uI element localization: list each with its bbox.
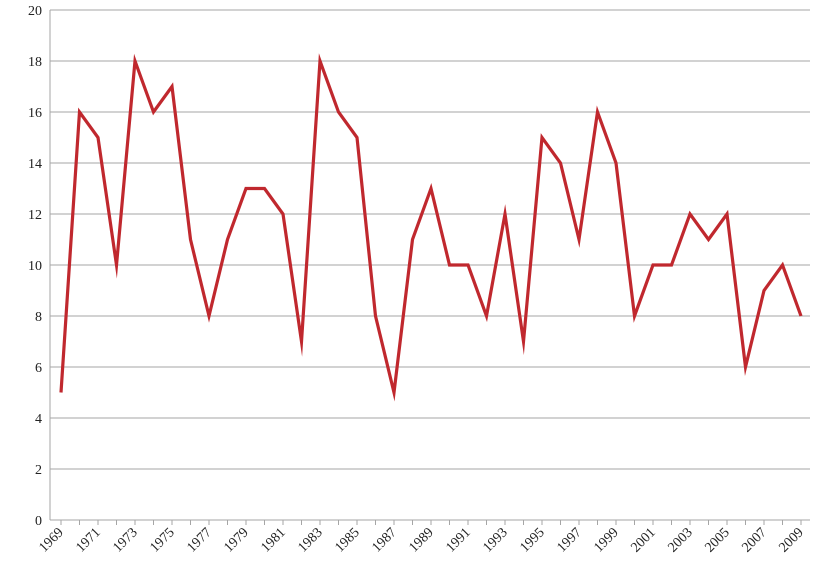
x-tick-label: 2009 xyxy=(776,525,806,555)
x-tick-label: 1973 xyxy=(110,525,140,555)
x-tick-label: 1977 xyxy=(184,525,214,555)
y-tick-label: 2 xyxy=(35,463,42,478)
y-tick-label: 18 xyxy=(28,55,42,70)
x-tick-label: 1991 xyxy=(443,525,473,555)
x-tick-label: 1987 xyxy=(369,525,399,555)
x-tick-label: 2005 xyxy=(702,525,732,555)
x-tick-label: 2007 xyxy=(739,525,769,555)
x-tick-label: 1979 xyxy=(221,525,251,555)
x-tick-label: 1985 xyxy=(332,525,362,555)
y-tick-label: 16 xyxy=(28,106,42,121)
y-tick-label: 6 xyxy=(35,361,42,376)
x-tick-label: 1997 xyxy=(554,525,584,555)
x-tick-label: 1983 xyxy=(295,525,325,555)
y-tick-label: 14 xyxy=(28,157,42,172)
y-tick-label: 20 xyxy=(28,4,42,19)
x-tick-label: 2001 xyxy=(628,525,658,555)
x-tick-label: 1969 xyxy=(36,525,66,555)
x-tick-label: 1971 xyxy=(73,525,103,555)
y-tick-label: 8 xyxy=(35,310,42,325)
y-tick-label: 12 xyxy=(28,208,42,223)
series-line xyxy=(59,53,803,402)
x-axis: 1969 1971 1973 1975 1977 1979 1981 1983 1985 1987… xyxy=(36,519,810,556)
x-tick-label: 1989 xyxy=(406,525,436,555)
series-group xyxy=(59,53,803,402)
x-tick-label: 1981 xyxy=(258,525,288,555)
x-tick-label: 1993 xyxy=(480,525,510,555)
x-tick-label: 2003 xyxy=(665,525,695,555)
x-tick-label: 1995 xyxy=(517,525,547,555)
y-axis: 0 2 4 6 8 10 12 14 16 18 20 xyxy=(28,4,51,529)
x-tick-label: 1975 xyxy=(147,525,177,555)
y-tick-label: 10 xyxy=(28,259,42,274)
x-tick-label: 1999 xyxy=(591,525,621,555)
y-tick-label: 0 xyxy=(35,514,42,529)
gridlines xyxy=(50,9,810,521)
y-tick-label: 4 xyxy=(35,412,42,427)
